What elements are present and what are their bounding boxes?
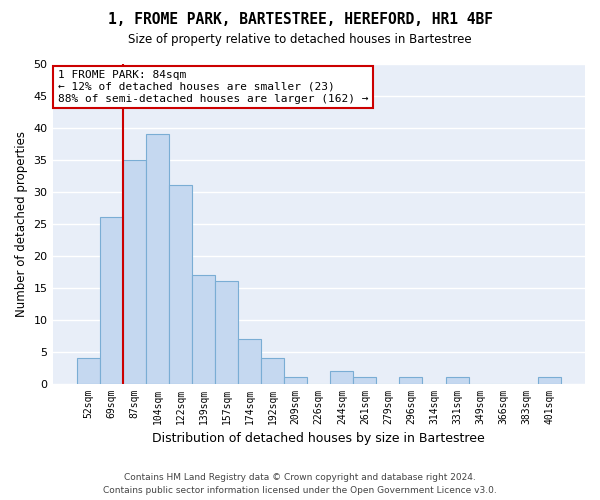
Bar — [77, 358, 100, 384]
Bar — [192, 275, 215, 384]
Text: Size of property relative to detached houses in Bartestree: Size of property relative to detached ho… — [128, 32, 472, 46]
Bar — [123, 160, 146, 384]
Bar — [400, 377, 422, 384]
Bar — [446, 377, 469, 384]
Bar — [261, 358, 284, 384]
Bar — [100, 218, 123, 384]
X-axis label: Distribution of detached houses by size in Bartestree: Distribution of detached houses by size … — [152, 432, 485, 445]
Bar — [284, 377, 307, 384]
Bar — [330, 371, 353, 384]
Bar — [538, 377, 561, 384]
Bar — [353, 377, 376, 384]
Bar — [215, 282, 238, 384]
Bar — [238, 339, 261, 384]
Text: 1 FROME PARK: 84sqm
← 12% of detached houses are smaller (23)
88% of semi-detach: 1 FROME PARK: 84sqm ← 12% of detached ho… — [58, 70, 368, 104]
Text: Contains HM Land Registry data © Crown copyright and database right 2024.
Contai: Contains HM Land Registry data © Crown c… — [103, 474, 497, 495]
Text: 1, FROME PARK, BARTESTREE, HEREFORD, HR1 4BF: 1, FROME PARK, BARTESTREE, HEREFORD, HR1… — [107, 12, 493, 28]
Y-axis label: Number of detached properties: Number of detached properties — [15, 131, 28, 317]
Bar — [146, 134, 169, 384]
Bar — [169, 186, 192, 384]
